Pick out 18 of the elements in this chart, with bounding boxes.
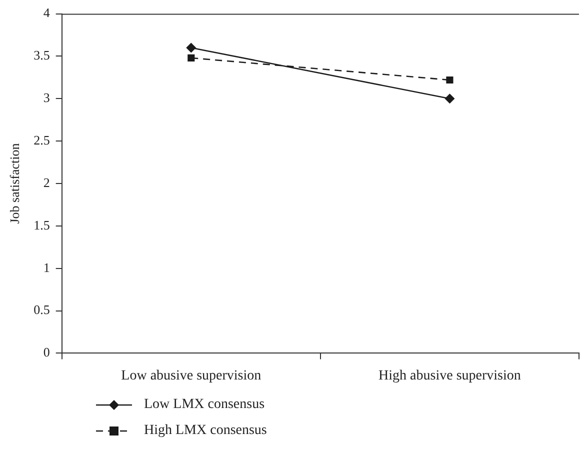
y-tick-label: 3 [43, 90, 50, 106]
y-tick-label: 0.5 [34, 302, 50, 318]
point [186, 42, 196, 53]
y-tick-label: 1 [43, 260, 50, 275]
y-tick-label: 2.5 [34, 132, 50, 148]
y-tick-label: 3.5 [34, 48, 50, 63]
y-axis-title: Job satisfaction [7, 142, 22, 224]
x-tick-label: High abusive supervision [378, 368, 521, 384]
y-tick-label: 4 [43, 5, 50, 20]
x-tick-label: Low abusive supervision [121, 368, 262, 384]
y-tick-label: 0 [43, 344, 50, 360]
point [446, 76, 454, 84]
y-tick-label: 1.5 [34, 217, 50, 232]
legend-label: High LMX consensus [144, 423, 267, 439]
legend-label: Low LMX consensus [144, 397, 265, 413]
point [444, 94, 455, 104]
y-tick-label: 2 [43, 174, 50, 190]
point [188, 54, 195, 62]
